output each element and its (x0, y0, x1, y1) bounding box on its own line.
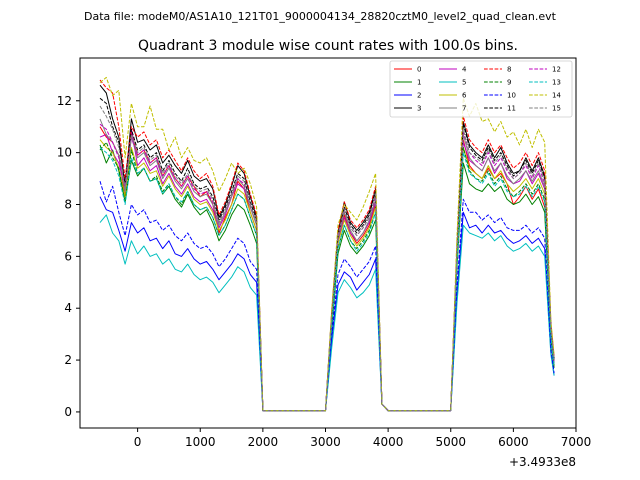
y-tick-label: 8 (64, 197, 72, 211)
y-tick-label: 2 (64, 353, 72, 367)
legend-label-5: 5 (462, 79, 466, 87)
legend-label-14: 14 (552, 92, 561, 100)
legend-label-0: 0 (417, 66, 421, 74)
x-tick-label: 5000 (435, 435, 466, 449)
legend-label-12: 12 (552, 66, 561, 74)
legend-label-7: 7 (462, 105, 466, 113)
x-tick-label: 6000 (498, 435, 529, 449)
x-axis-offset-label: +3.4933e8 (509, 455, 576, 469)
chart-title: Quadrant 3 module wise count rates with … (138, 38, 518, 54)
x-tick-label: 7000 (561, 435, 592, 449)
series-line-12 (99, 123, 555, 412)
legend-label-11: 11 (507, 105, 516, 113)
legend-frame (389, 60, 573, 118)
legend-label-9: 9 (507, 79, 511, 87)
y-axis: 0 2 4 6 8 10 12 (57, 94, 80, 419)
series-layer (99, 76, 555, 412)
x-tick-label: 0 (134, 435, 142, 449)
legend-label-8: 8 (507, 66, 511, 74)
figure-suptitle: Data file: modeM0/AS1A10_121T01_90000041… (84, 10, 557, 23)
axes-frame (79, 57, 577, 429)
legend-label-4: 4 (462, 66, 467, 74)
legend-label-10: 10 (507, 92, 516, 100)
y-tick-label: 0 (64, 405, 72, 419)
legend-label-2: 2 (417, 92, 421, 100)
series-line-5 (99, 214, 555, 412)
y-tick-label: 12 (57, 94, 72, 108)
x-tick-label: 3000 (310, 435, 341, 449)
x-tick-label: 2000 (248, 435, 279, 449)
legend-label-1: 1 (417, 79, 421, 87)
legend-label-6: 6 (462, 92, 467, 100)
legend-label-13: 13 (552, 79, 561, 87)
legend-label-3: 3 (417, 105, 421, 113)
y-tick-label: 4 (64, 301, 72, 315)
x-tick-label: 4000 (373, 435, 404, 449)
legend-label-15: 15 (552, 105, 561, 113)
x-tick-label: 1000 (185, 435, 216, 449)
series-line-15 (99, 105, 555, 412)
plot-area: 0 1000 2000 3000 4000 5000 6000 7000 024681012 … (57, 57, 591, 469)
y-tick-label: 10 (57, 146, 72, 160)
y-tick-label: 6 (64, 249, 72, 263)
x-axis: 0 1000 2000 3000 4000 5000 6000 7000 (134, 428, 591, 449)
